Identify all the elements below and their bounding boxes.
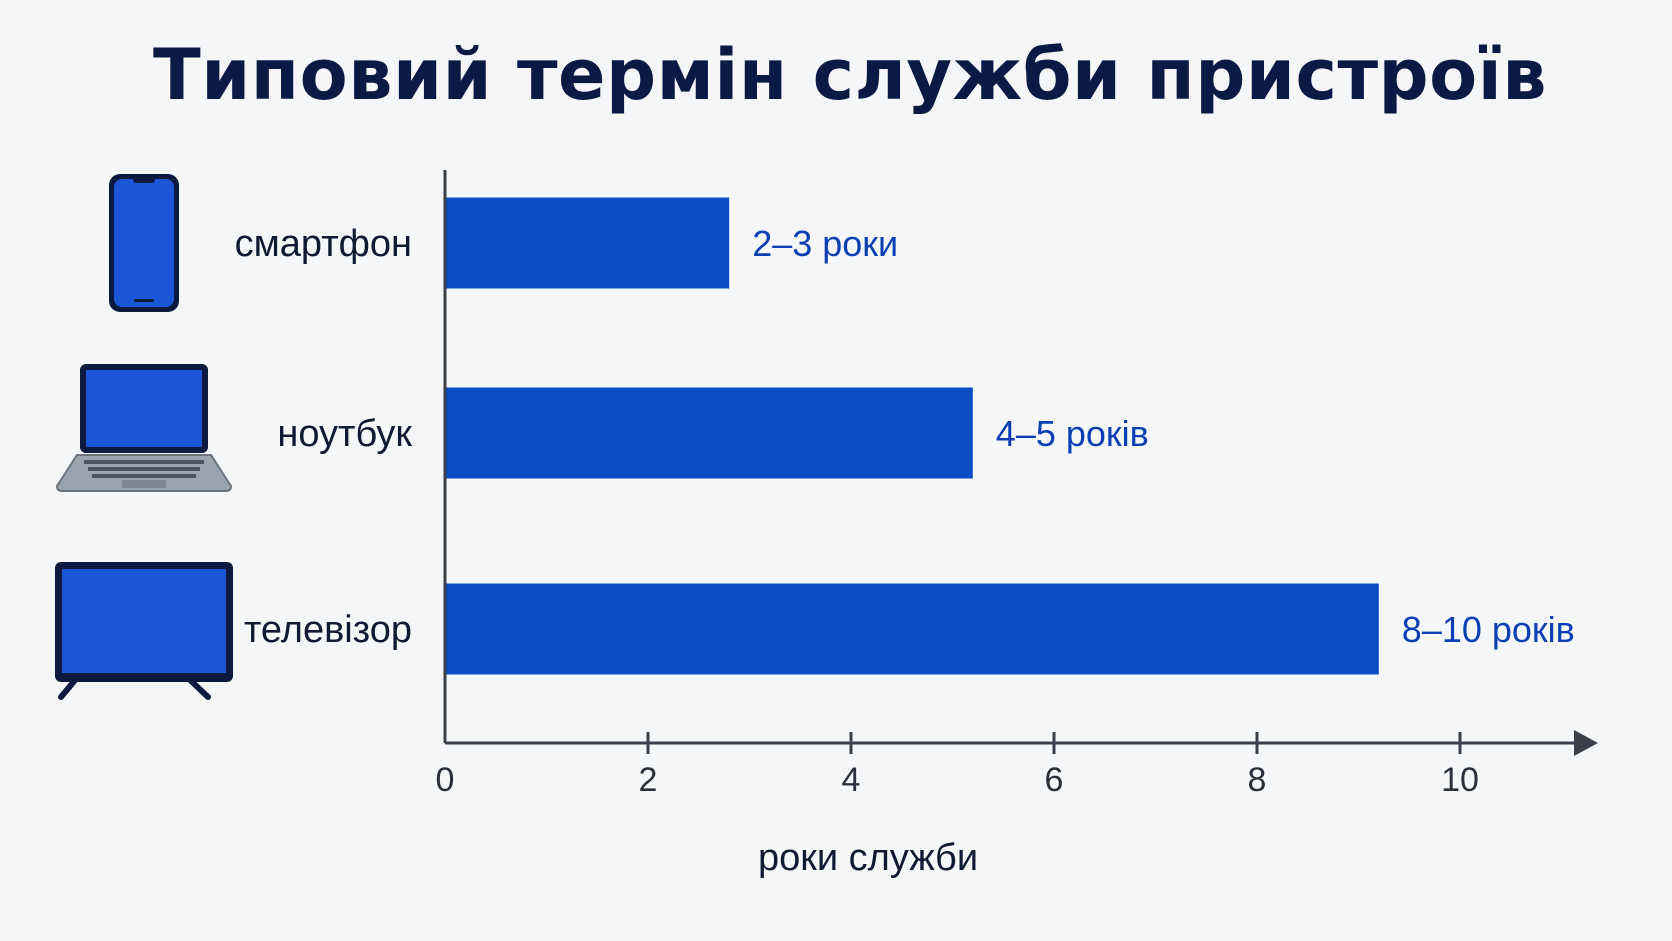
axes — [443, 170, 1598, 756]
device-icons — [55, 174, 233, 700]
x-tick-label: 4 — [842, 761, 861, 799]
x-axis-title: роки служби — [758, 837, 978, 879]
x-axis-arrow — [1574, 730, 1598, 756]
tv-icon — [55, 562, 233, 700]
value-label: 4–5 років — [996, 413, 1149, 454]
value-label: 8–10 років — [1402, 609, 1575, 650]
category-label: смартфон — [235, 223, 412, 265]
x-tick-label: 8 — [1248, 761, 1267, 799]
x-tick-label: 0 — [436, 761, 455, 799]
x-tick-label: 2 — [639, 761, 658, 799]
bar-0 — [445, 197, 730, 289]
smartphone-icon — [109, 174, 179, 312]
laptop-icon — [55, 364, 233, 492]
x-ticks: 0 2 4 6 8 10 — [436, 732, 1479, 799]
category-label: телевізор — [244, 609, 412, 651]
value-labels: 2–3 роки 4–5 років 8–10 років — [752, 223, 1575, 650]
category-label: ноутбук — [277, 413, 412, 455]
bars — [445, 197, 1379, 675]
x-tick-label: 10 — [1441, 761, 1479, 799]
x-tick-label: 6 — [1045, 761, 1064, 799]
bar-1 — [445, 387, 973, 479]
category-labels: смартфон ноутбук телевізор — [235, 223, 413, 651]
value-label: 2–3 роки — [752, 223, 898, 264]
chart-title: Типовий термін служби пристроїв — [152, 34, 1548, 116]
bar-2 — [445, 583, 1379, 675]
